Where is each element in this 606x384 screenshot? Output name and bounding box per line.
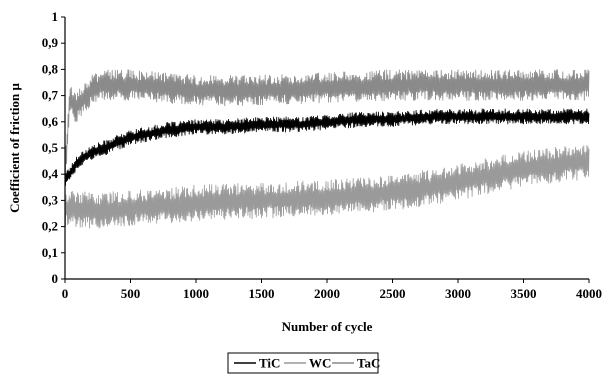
x-axis-title: Number of cycle [282,319,373,334]
y-tick-label: 0,9 [42,35,59,50]
legend: TiC WC TaC [227,352,380,374]
y-tick-label: 0,5 [42,140,59,155]
y-axis-ticks: 0 0,1 0,2 0,3 0,4 0,5 0,6 0,7 0,8 0,9 1 [42,9,65,286]
y-tick-label: 0,2 [42,219,58,234]
x-axis-ticks: 0 500 1000 1500 2000 2500 3000 3500 4000 [62,279,602,301]
y-tick-label: 0,7 [42,88,59,103]
series-line-wc [64,145,590,229]
y-axis-title: Coefficient of friction μ [7,83,22,213]
x-tick-label: 4000 [576,286,602,301]
y-tick-label: 1 [52,9,59,24]
x-tick-label: 1000 [183,286,209,301]
plot-area [65,17,589,279]
y-tick-label: 0 [52,271,59,286]
series-line-tac [64,69,590,174]
y-tick-label: 0,6 [42,114,59,129]
y-tick-label: 0,3 [42,192,59,207]
x-tick-label: 1500 [249,286,275,301]
series-layer [64,69,590,229]
series-line-tic [64,108,590,186]
legend-label-tac: TaC [357,356,380,371]
x-tick-label: 3000 [445,286,471,301]
x-tick-label: 2000 [314,286,340,301]
y-tick-label: 0,4 [42,166,59,181]
x-tick-label: 2500 [380,286,406,301]
y-tick-label: 0,8 [42,61,59,76]
legend-label-tic: TiC [259,356,280,371]
legend-label-wc: WC [309,356,331,371]
x-tick-label: 0 [62,286,69,301]
x-tick-label: 500 [121,286,141,301]
x-tick-label: 3500 [511,286,537,301]
y-tick-label: 0,1 [42,245,58,260]
